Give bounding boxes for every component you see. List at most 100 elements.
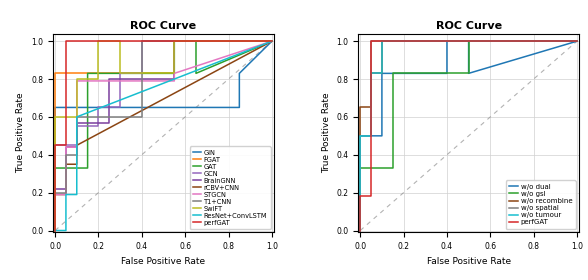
GCN: [52, 229, 59, 232]
w/o gsl: [465, 72, 472, 75]
w/o recombine: [368, 106, 375, 109]
Y-axis label: True Positive Rate: True Positive Rate: [16, 93, 25, 173]
BrainGNN: [106, 121, 113, 124]
w/o recombine: [573, 39, 580, 43]
GAT: [52, 166, 59, 170]
Line: STGCN: STGCN: [55, 41, 272, 230]
T1+CNN: [52, 191, 59, 194]
FGAT: [192, 39, 199, 43]
w/o dual: [573, 39, 580, 43]
T1+CNN: [74, 115, 81, 119]
STGCN: [74, 146, 81, 149]
perfGAT: [368, 39, 375, 43]
w/o spatial: [357, 134, 364, 137]
Line: w/o recombine: w/o recombine: [360, 41, 577, 230]
Line: BrainGNN: BrainGNN: [55, 41, 272, 230]
Line: SwiFT: SwiFT: [55, 41, 272, 230]
Line: GCN: GCN: [55, 41, 272, 230]
GIN: [236, 106, 243, 109]
GAT: [192, 72, 199, 75]
Line: GAT: GAT: [55, 41, 272, 230]
GIN: [52, 106, 59, 109]
GAT: [171, 39, 178, 43]
Line: perfGAT: perfGAT: [360, 41, 577, 230]
BrainGNN: [106, 77, 113, 81]
w/o gsl: [389, 166, 396, 170]
perfGAT: [368, 195, 375, 198]
w/o recombine: [368, 72, 375, 75]
BrainGNN: [52, 229, 59, 232]
T1+CNN: [62, 191, 69, 194]
T1+CNN: [268, 39, 275, 43]
w/o tumour: [368, 72, 375, 75]
ResNet+ConvLSTM: [52, 229, 59, 232]
GCN: [268, 39, 275, 43]
FGAT: [52, 229, 59, 232]
SwiFT: [171, 72, 178, 75]
BrainGNN: [74, 146, 81, 149]
GAT: [52, 229, 59, 232]
GAT: [171, 72, 178, 75]
rCBV+CNN: [62, 193, 69, 196]
w/o spatial: [379, 39, 386, 43]
w/o spatial: [573, 39, 580, 43]
T1+CNN: [62, 153, 69, 157]
GCN: [95, 106, 102, 109]
ResNet+ConvLSTM: [62, 229, 69, 232]
w/o dual: [443, 39, 450, 43]
T1+CNN: [138, 115, 145, 119]
perfGAT: [62, 144, 69, 147]
w/o dual: [443, 72, 450, 75]
X-axis label: False Positive Rate: False Positive Rate: [426, 257, 511, 266]
SwiFT: [52, 229, 59, 232]
w/o spatial: [357, 229, 364, 232]
w/o spatial: [368, 134, 375, 137]
BrainGNN: [52, 187, 59, 190]
w/o tumour: [368, 134, 375, 137]
perfGAT: [62, 39, 69, 43]
SwiFT: [171, 39, 178, 43]
w/o tumour: [379, 72, 386, 75]
w/o spatial: [379, 39, 386, 43]
ResNet+ConvLSTM: [74, 193, 81, 196]
FGAT: [171, 39, 178, 43]
rCBV+CNN: [52, 229, 59, 232]
GCN: [74, 144, 81, 147]
w/o tumour: [379, 39, 386, 43]
Line: T1+CNN: T1+CNN: [55, 41, 272, 230]
BrainGNN: [171, 77, 178, 81]
STGCN: [171, 79, 178, 83]
Y-axis label: True Positive Rate: True Positive Rate: [322, 93, 330, 173]
STGCN: [74, 79, 81, 83]
GCN: [74, 125, 81, 128]
rCBV+CNN: [74, 144, 81, 147]
GCN: [138, 72, 145, 75]
w/o dual: [379, 134, 386, 137]
Line: w/o gsl: w/o gsl: [360, 41, 577, 230]
GAT: [84, 166, 91, 170]
SwiFT: [95, 39, 102, 43]
w/o dual: [357, 134, 364, 137]
BrainGNN: [74, 121, 81, 124]
ResNet+ConvLSTM: [268, 39, 275, 43]
Line: w/o dual: w/o dual: [360, 41, 577, 230]
ResNet+ConvLSTM: [62, 193, 69, 196]
STGCN: [62, 146, 69, 149]
w/o recombine: [379, 39, 386, 43]
w/o tumour: [573, 39, 580, 43]
SwiFT: [116, 72, 123, 75]
w/o tumour: [357, 134, 364, 137]
Line: GIN: GIN: [55, 41, 272, 230]
SwiFT: [52, 115, 59, 119]
w/o recombine: [379, 72, 386, 75]
STGCN: [171, 72, 178, 75]
Line: ResNet+ConvLSTM: ResNet+ConvLSTM: [55, 41, 272, 230]
Line: w/o spatial: w/o spatial: [360, 41, 577, 230]
Title: ROC Curve: ROC Curve: [131, 22, 196, 31]
perfGAT: [52, 229, 59, 232]
w/o dual: [465, 72, 472, 75]
GCN: [52, 144, 59, 147]
STGCN: [268, 39, 275, 43]
w/o dual: [465, 39, 472, 43]
X-axis label: False Positive Rate: False Positive Rate: [121, 257, 206, 266]
